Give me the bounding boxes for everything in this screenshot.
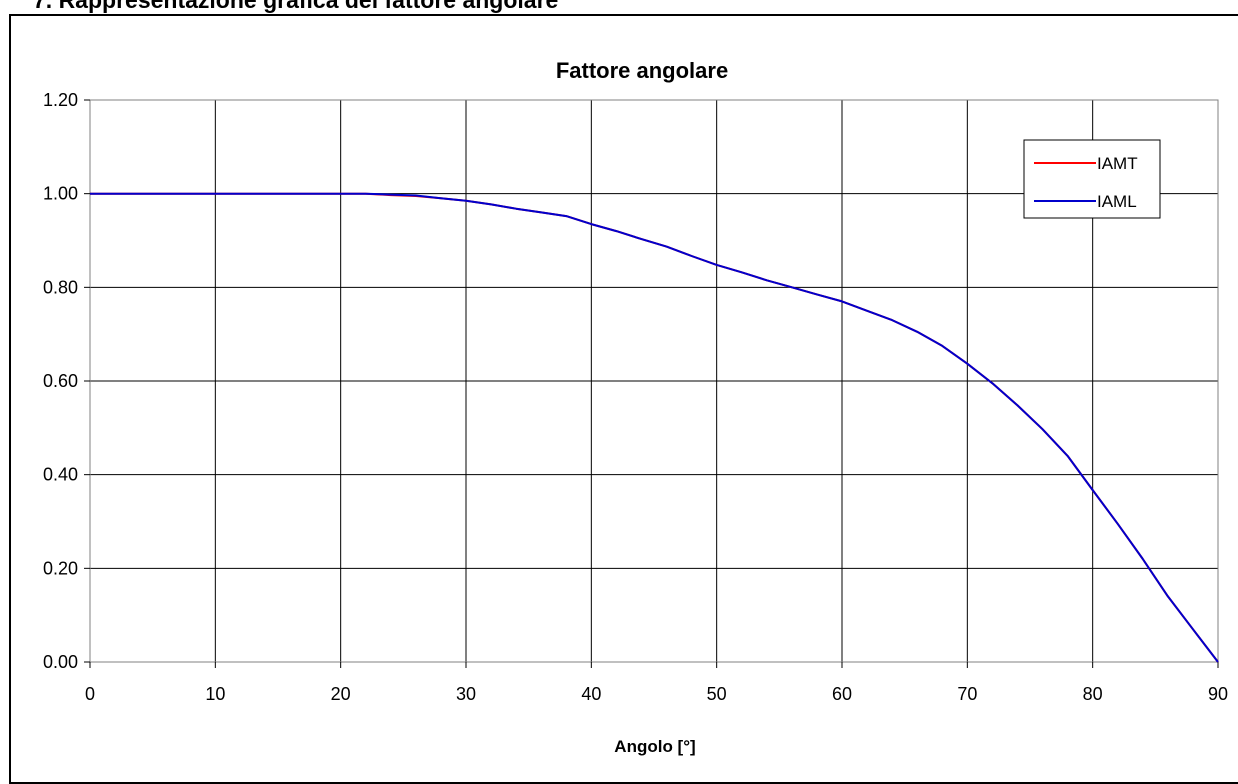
legend-box (1023, 139, 1161, 219)
y-tick-label: 1.00 (43, 184, 78, 204)
y-tick-label: 0.80 (43, 277, 78, 297)
legend: IAMT IAML (1023, 139, 1161, 219)
y-tick-label: 0.20 (43, 558, 78, 578)
x-tick-label: 0 (85, 684, 95, 704)
series-lines (90, 192, 1219, 663)
chart-title: Fattore angolare (556, 58, 728, 83)
page-heading: 7. Rappresentazione grafica del fattore … (33, 0, 559, 13)
x-tick-label: 90 (1208, 684, 1228, 704)
x-axis-title: Angolo [°] (614, 737, 695, 756)
legend-label-iaml: IAML (1097, 192, 1137, 211)
y-tick-label: 1.20 (43, 90, 78, 110)
y-tick-label: 0.60 (43, 371, 78, 391)
y-tick-label: 0.00 (43, 652, 78, 672)
x-tick-label: 10 (205, 684, 225, 704)
series-line-iaml (90, 192, 1219, 663)
legend-label-iamt: IAMT (1097, 154, 1138, 173)
y-tick-label: 0.40 (43, 465, 78, 485)
x-tick-label: 50 (707, 684, 727, 704)
x-tick-label: 40 (581, 684, 601, 704)
axis-ticks: 0 10 20 30 40 50 60 70 80 90 0.00 0.20 0.40 0.60 0.80 1… (43, 90, 1228, 704)
x-tick-label: 30 (456, 684, 476, 704)
x-tick-label: 20 (331, 684, 351, 704)
x-tick-label: 80 (1083, 684, 1103, 704)
x-tick-label: 70 (957, 684, 977, 704)
x-tick-label: 60 (832, 684, 852, 704)
